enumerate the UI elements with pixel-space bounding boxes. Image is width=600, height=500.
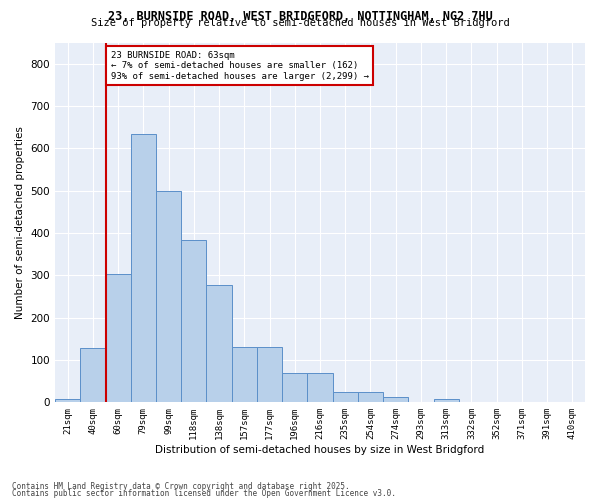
Bar <box>55 399 80 402</box>
Bar <box>232 348 257 403</box>
Bar <box>80 348 106 403</box>
Bar <box>106 274 131 402</box>
Text: Contains public sector information licensed under the Open Government Licence v3: Contains public sector information licen… <box>12 489 396 498</box>
Text: 23 BURNSIDE ROAD: 63sqm
← 7% of semi-detached houses are smaller (162)
93% of se: 23 BURNSIDE ROAD: 63sqm ← 7% of semi-det… <box>110 51 368 81</box>
Bar <box>434 399 459 402</box>
X-axis label: Distribution of semi-detached houses by size in West Bridgford: Distribution of semi-detached houses by … <box>155 445 485 455</box>
Bar <box>358 392 383 402</box>
Bar <box>206 284 232 403</box>
Y-axis label: Number of semi-detached properties: Number of semi-detached properties <box>15 126 25 319</box>
Bar <box>307 372 332 402</box>
Bar <box>332 392 358 402</box>
Text: Contains HM Land Registry data © Crown copyright and database right 2025.: Contains HM Land Registry data © Crown c… <box>12 482 350 491</box>
Text: 23, BURNSIDE ROAD, WEST BRIDGFORD, NOTTINGHAM, NG2 7HU: 23, BURNSIDE ROAD, WEST BRIDGFORD, NOTTI… <box>107 10 493 23</box>
Bar <box>131 134 156 402</box>
Bar <box>156 190 181 402</box>
Bar <box>181 240 206 402</box>
Bar <box>282 372 307 402</box>
Bar <box>383 398 409 402</box>
Bar <box>257 348 282 403</box>
Text: Size of property relative to semi-detached houses in West Bridgford: Size of property relative to semi-detach… <box>91 18 509 28</box>
